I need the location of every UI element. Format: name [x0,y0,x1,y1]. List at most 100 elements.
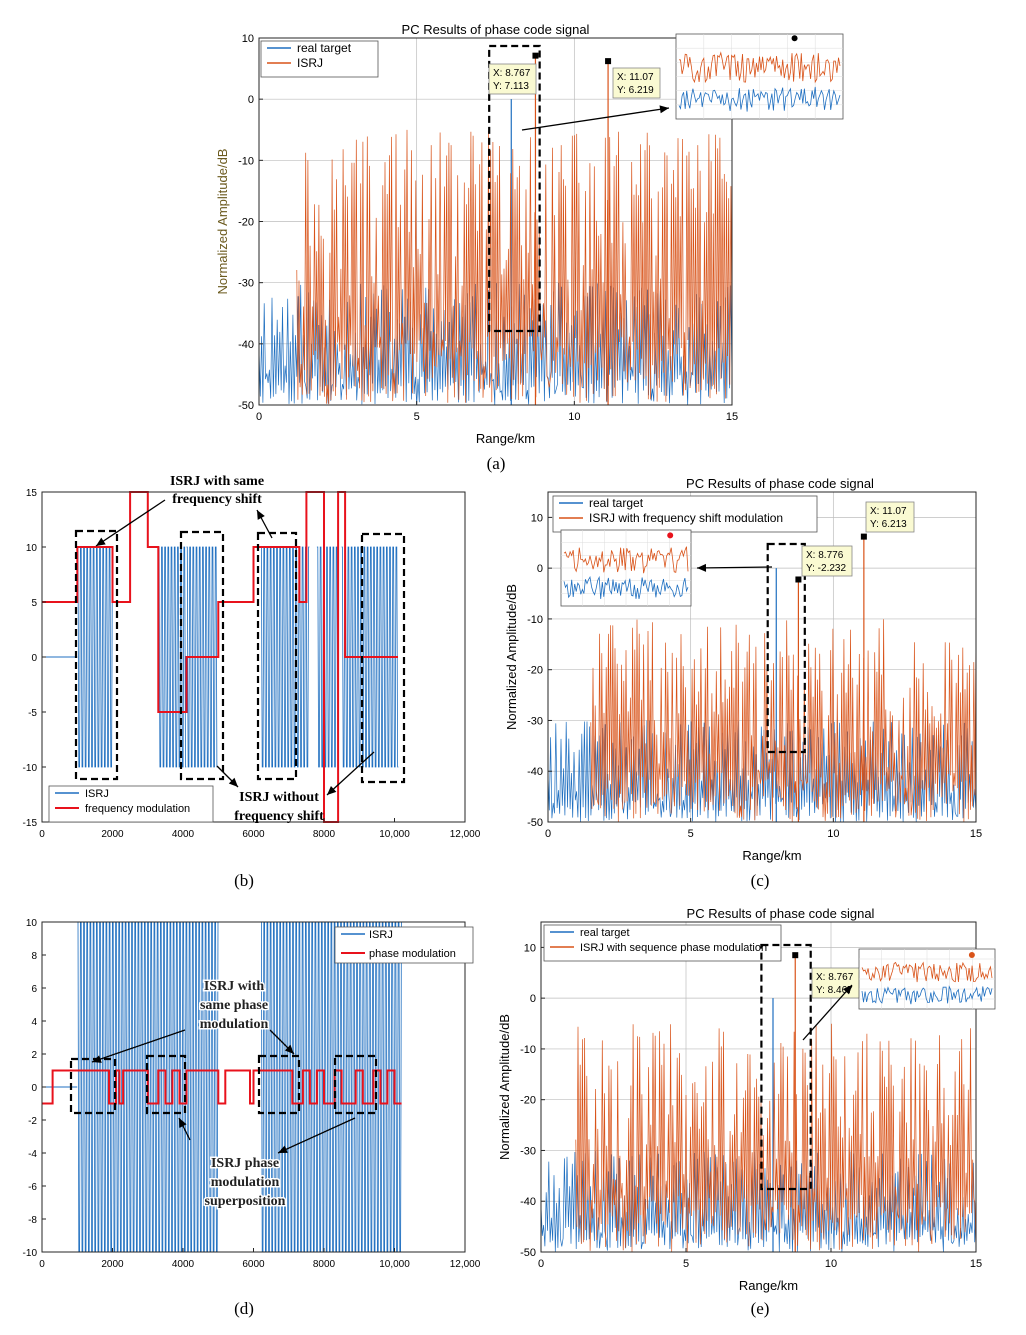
y-tick-label: -40 [520,1196,536,1208]
inset-peak-marker [667,532,674,539]
datatip-marker [792,952,799,959]
dashed-highlight-box [179,530,225,781]
y-tick-label: -15 [23,818,38,829]
y-tick-label: 6 [31,984,37,995]
zoom-arrow-c [696,566,773,569]
chart-panel-a: 0 5 10 15 -50 -40 -30 -20 -10 0 10 PC Results of ph… [215,22,844,473]
x-tick-label: 10,000 [379,829,410,840]
datatip-marker [605,58,612,65]
legend-entry: real target [589,496,644,510]
arrow-head [257,510,265,520]
axes-box [547,491,977,823]
x-axis-label: Range/km [742,848,801,863]
y-tick-label: 15 [26,488,38,499]
legend-entry: ISRJ [297,56,323,70]
dashed-highlight-box [333,1054,378,1115]
inset-real-trace [678,86,841,112]
y-tick-label: -2 [28,1116,37,1127]
series-isrj [296,129,733,405]
arrow-head [179,1118,187,1128]
isrj-segment [158,546,187,768]
arrow-head [278,1145,288,1153]
y-tick-label: -50 [520,1247,536,1259]
y-tick-label: -30 [238,278,254,290]
caption-c: (c) [751,871,770,890]
x-tick-label: 10 [568,411,580,423]
x-tick-label: 0 [538,1258,544,1270]
x-tick-label: 0 [545,828,551,840]
y-tick-label: 10 [26,918,38,929]
x-tick-label: 0 [39,829,45,840]
dashed-highlight-box [766,542,806,754]
zoom-arrow-e [802,984,853,1041]
x-axis-label: Range/km [476,431,535,446]
y-tick-label: 10 [531,512,543,524]
y-tick-label: -20 [527,665,543,677]
legend-entry: ISRJ with frequency shift modulation [589,511,783,525]
inset-real-trace [563,575,689,599]
annotation-superposition: modulation [211,1175,280,1190]
chart-title: PC Results of phase code signal [687,906,875,921]
legend-entry: phase modulation [369,948,456,960]
datatip-y: Y: 8.467 [816,985,853,996]
x-tick-label: 12,000 [450,829,481,840]
y-tick-label: -20 [238,217,254,229]
y-tick-label: 8 [31,951,37,962]
dashed-highlight-box [74,529,119,781]
x-tick-label: 0 [39,1259,45,1270]
y-tick-label: -4 [28,1149,37,1160]
datatip-x: X: 8.767 [816,972,854,983]
x-axis-label: Range/km [739,1278,798,1293]
x-tick-label: 5 [414,411,420,423]
datatip-box [811,967,861,999]
dashed-highlight-box [360,532,406,784]
annotation-arrow [326,751,375,796]
inset-real-trace [861,985,993,1005]
x-tick-label: 6000 [242,1259,265,1270]
arrow-head [697,563,707,572]
datatip-box [612,67,661,99]
datatip-marker [860,533,867,540]
x-tick-label: 15 [970,828,982,840]
chart-title: PC Results of phase code signal [402,22,590,37]
y-tick-label: 0 [537,563,543,575]
y-tick-label: -30 [520,1145,536,1157]
datatip-x: X: 11.07 [617,72,654,83]
inset-peak-marker [968,952,975,958]
y-tick-label: 10 [524,942,536,954]
chart-panel-c: 0 5 10 15 -50 -40 -30 -20 -10 0 10 PC Results of ph… [504,476,982,890]
y-tick-label: -40 [238,339,254,351]
x-tick-label: 6000 [242,829,265,840]
caption-b: (b) [234,871,254,890]
datatip-box [801,545,853,577]
datatip-x: X: 8.767 [493,68,531,79]
dashed-highlight-box [145,1054,187,1115]
datatip-box [488,63,537,95]
y-tick-label: -10 [23,763,38,774]
x-tick-label: 2000 [101,829,124,840]
chart-panel-d: 0 2000 4000 6000 8000 10,000 12,000 -10 -8 -6 -4 -2… [23,918,481,1318]
y-tick-label: 0 [31,653,37,664]
x-tick-label: 15 [970,1258,982,1270]
annotation-same-shift: frequency shift [172,492,262,507]
x-tick-label: 10,000 [379,1259,410,1270]
x-tick-label: 8000 [313,829,336,840]
y-tick-label: -6 [28,1182,37,1193]
y-axis-label: Normalized Amplitude/dB [504,584,519,730]
annotation-same-phase: ISRJ with [204,979,265,994]
legend-entry: frequency modulation [85,803,190,815]
isrj-segment [316,546,339,768]
y-tick-label: -20 [520,1095,536,1107]
x-tick-label: 12,000 [450,1259,481,1270]
y-axis-label: Normalized Amplitude/dB [497,1014,512,1160]
y-tick-label: 0 [31,1083,37,1094]
x-tick-label: 15 [726,411,738,423]
datatip-marker [532,52,539,59]
y-tick-label: -5 [28,708,37,719]
datatip-y: Y: 6.213 [870,519,907,530]
inset-isrj-trace [861,961,993,983]
y-tick-label: -8 [28,1215,37,1226]
series-real-target [258,282,733,406]
datatip-marker [795,576,802,583]
